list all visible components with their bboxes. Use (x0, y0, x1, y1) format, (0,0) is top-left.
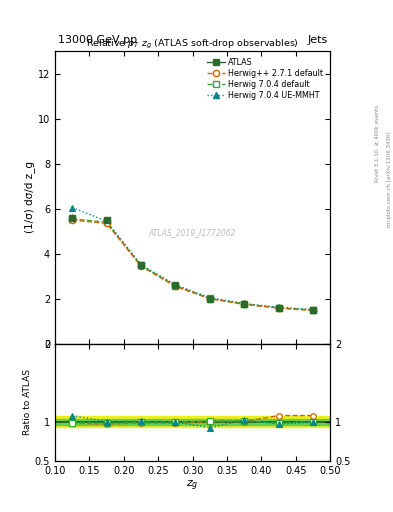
Text: 13000 GeV pp: 13000 GeV pp (58, 35, 137, 46)
Bar (55, 419, 330, 424)
X-axis label: $z_g$: $z_g$ (186, 478, 199, 493)
Y-axis label: Ratio to ATLAS: Ratio to ATLAS (23, 369, 32, 435)
Text: Rivet 3.1.10, ≥ 400k events: Rivet 3.1.10, ≥ 400k events (375, 105, 380, 182)
Text: ATLAS_2019_I1772062: ATLAS_2019_I1772062 (149, 228, 236, 237)
Title: Relative $p_T$ $z_g$ (ATLAS soft-drop observables): Relative $p_T$ $z_g$ (ATLAS soft-drop ob… (86, 38, 299, 51)
Text: Jets: Jets (307, 35, 327, 46)
Text: mcplots.cern.ch [arXiv:1306.3436]: mcplots.cern.ch [arXiv:1306.3436] (387, 132, 391, 227)
Bar (55, 416, 330, 427)
Legend: ATLAS, Herwig++ 2.7.1 default, Herwig 7.0.4 default, Herwig 7.0.4 UE-MMHT: ATLAS, Herwig++ 2.7.1 default, Herwig 7.… (204, 55, 326, 104)
Y-axis label: (1/σ) dσ/d z_g: (1/σ) dσ/d z_g (24, 161, 35, 233)
